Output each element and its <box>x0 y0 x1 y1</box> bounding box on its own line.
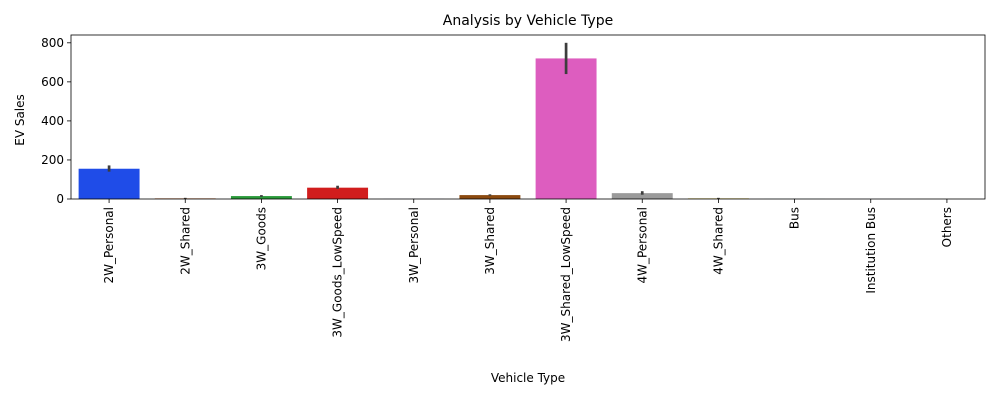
x-tick-label: Others <box>940 207 954 247</box>
y-tick-label: 200 <box>41 153 64 167</box>
y-tick-label: 800 <box>41 36 64 50</box>
plot-area <box>71 35 985 199</box>
plot-frame <box>71 35 985 199</box>
y-tick-label: 600 <box>41 75 64 89</box>
x-tick-label: 3W_Shared <box>483 207 497 275</box>
x-tick-label: 3W_Goods_LowSpeed <box>331 207 345 338</box>
x-tick-label: Institution Bus <box>864 207 878 294</box>
x-tick-label: 4W_Shared <box>711 207 725 275</box>
y-tick-label: 0 <box>56 192 64 206</box>
y-axis: 0 200 400 600 800 <box>41 36 71 206</box>
bar-3w-goods-lowspeed <box>307 188 368 199</box>
chart-title: Analysis by Vehicle Type <box>443 13 613 29</box>
y-axis-label: EV Sales <box>13 94 27 146</box>
y-tick-label: 400 <box>41 114 64 128</box>
x-tick-label: 2W_Shared <box>178 207 192 275</box>
x-tick-label: 3W_Shared_LowSpeed <box>559 207 573 342</box>
x-axis: 2W_Personal 2W_Shared 3W_Goods 3W_Goods_Low… <box>102 199 954 342</box>
bar-3w-shared-lowspeed <box>536 58 597 199</box>
x-tick-label: 2W_Personal <box>102 207 116 284</box>
x-tick-label: 4W_Personal <box>635 207 649 284</box>
x-tick-label: Bus <box>788 207 802 229</box>
x-axis-label: Vehicle Type <box>491 371 565 385</box>
x-tick-label: 3W_Goods <box>254 207 268 270</box>
x-tick-label: 3W_Personal <box>407 207 421 284</box>
bar-2w-personal <box>79 169 140 199</box>
